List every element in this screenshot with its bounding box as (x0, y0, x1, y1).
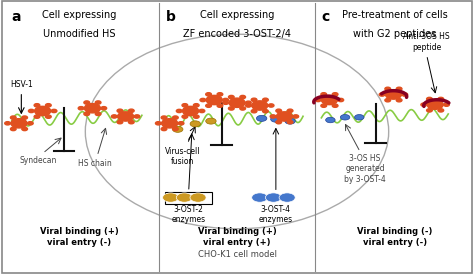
Text: Syndecan: Syndecan (19, 156, 56, 165)
Circle shape (34, 115, 40, 118)
Circle shape (427, 109, 432, 112)
Circle shape (332, 93, 338, 96)
Circle shape (396, 87, 402, 90)
Circle shape (22, 116, 27, 119)
Circle shape (315, 98, 321, 102)
Text: 3-OST-4
enzymes: 3-OST-4 enzymes (259, 205, 293, 224)
Circle shape (270, 115, 276, 118)
Circle shape (246, 104, 251, 107)
Circle shape (217, 93, 223, 96)
Circle shape (128, 121, 134, 124)
Text: Cell expressing: Cell expressing (200, 10, 274, 19)
Circle shape (287, 109, 293, 112)
Text: b: b (166, 10, 176, 24)
Circle shape (35, 106, 51, 116)
Circle shape (228, 95, 234, 99)
Circle shape (276, 109, 282, 112)
Text: c: c (321, 10, 329, 24)
Circle shape (321, 95, 337, 105)
Circle shape (163, 193, 179, 202)
Circle shape (332, 104, 338, 107)
Text: 3-OS HS
generated
by 3-OST-4: 3-OS HS generated by 3-OST-4 (344, 154, 386, 184)
Circle shape (340, 115, 350, 120)
Circle shape (193, 115, 199, 118)
Circle shape (379, 93, 385, 96)
Circle shape (223, 101, 228, 104)
Circle shape (190, 193, 206, 202)
Circle shape (182, 104, 188, 107)
Circle shape (128, 109, 134, 112)
Circle shape (285, 118, 295, 124)
Circle shape (276, 112, 292, 121)
Circle shape (321, 93, 327, 96)
Circle shape (193, 104, 199, 107)
Circle shape (251, 98, 257, 101)
Circle shape (206, 104, 211, 107)
Circle shape (10, 127, 16, 131)
Circle shape (95, 101, 101, 104)
Circle shape (385, 90, 401, 99)
Circle shape (178, 122, 184, 125)
Circle shape (287, 121, 293, 124)
Circle shape (182, 115, 188, 118)
Circle shape (78, 107, 84, 110)
Circle shape (46, 115, 51, 118)
Circle shape (271, 116, 281, 122)
Text: ZF encoded 3-OST-2/4: ZF encoded 3-OST-2/4 (183, 29, 291, 39)
Circle shape (95, 112, 101, 116)
Circle shape (134, 115, 140, 118)
Text: Unmodified HS: Unmodified HS (43, 29, 115, 39)
Circle shape (206, 93, 211, 96)
Circle shape (11, 119, 27, 128)
Circle shape (326, 117, 335, 123)
Circle shape (427, 100, 443, 109)
Circle shape (246, 101, 251, 104)
Circle shape (444, 103, 449, 106)
Text: a: a (12, 10, 21, 24)
Text: Anti-3OS HS
peptide: Anti-3OS HS peptide (403, 32, 450, 52)
Circle shape (263, 110, 268, 113)
Text: Viral binding (+)
viral entry (-): Viral binding (+) viral entry (-) (40, 227, 118, 247)
Circle shape (27, 122, 33, 125)
Circle shape (396, 99, 402, 102)
Circle shape (321, 104, 327, 107)
Circle shape (256, 115, 267, 121)
Circle shape (293, 115, 299, 118)
Circle shape (176, 193, 192, 202)
Circle shape (10, 116, 16, 119)
Circle shape (338, 98, 344, 102)
Circle shape (176, 109, 182, 113)
Circle shape (173, 127, 178, 131)
Circle shape (34, 104, 40, 107)
Circle shape (117, 109, 123, 112)
Circle shape (84, 101, 90, 104)
Circle shape (263, 98, 268, 101)
Circle shape (161, 116, 167, 119)
Text: Viral binding (+)
viral entry (+): Viral binding (+) viral entry (+) (198, 227, 276, 247)
Circle shape (427, 97, 432, 101)
Circle shape (355, 115, 364, 120)
Circle shape (223, 98, 228, 102)
Text: CHO-K1 cell model: CHO-K1 cell model (198, 250, 276, 259)
Circle shape (162, 119, 178, 128)
Circle shape (111, 115, 117, 118)
Circle shape (252, 193, 268, 202)
Circle shape (206, 95, 222, 105)
Circle shape (101, 107, 107, 110)
Text: HSV-1: HSV-1 (10, 80, 33, 89)
Circle shape (229, 98, 245, 107)
Circle shape (173, 116, 178, 119)
Circle shape (199, 109, 205, 113)
Text: HS chain: HS chain (78, 159, 112, 168)
Circle shape (385, 99, 391, 102)
Circle shape (402, 93, 408, 96)
Circle shape (279, 193, 295, 202)
Circle shape (22, 127, 27, 131)
Circle shape (252, 101, 268, 110)
Circle shape (84, 104, 100, 113)
Circle shape (161, 127, 167, 131)
Circle shape (251, 110, 257, 113)
Circle shape (438, 109, 444, 112)
Circle shape (173, 126, 183, 132)
